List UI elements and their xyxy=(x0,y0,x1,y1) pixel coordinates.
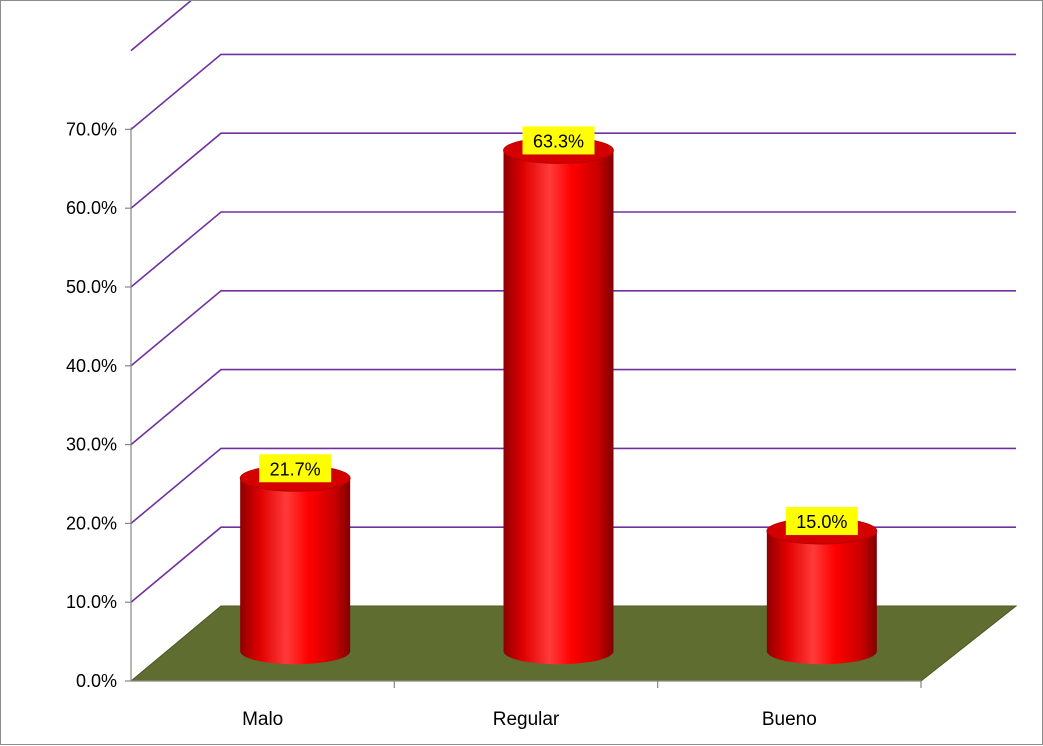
bar-bueno xyxy=(767,518,877,664)
bar-regular xyxy=(504,137,614,664)
bar-body xyxy=(240,478,350,664)
bar-malo xyxy=(240,465,350,664)
gridline xyxy=(131,1,1016,51)
y-tick-label: 60.0% xyxy=(66,198,117,218)
x-category-label: Bueno xyxy=(762,709,817,730)
y-tick-label: 40.0% xyxy=(66,356,117,376)
y-tick-label: 0.0% xyxy=(76,671,117,691)
y-tick-label: 30.0% xyxy=(66,435,117,455)
x-category-label: Regular xyxy=(493,709,560,730)
y-tick-label: 20.0% xyxy=(66,513,117,533)
data-label: 21.7% xyxy=(270,459,321,479)
y-tick-label: 70.0% xyxy=(66,119,117,139)
y-tick-label: 50.0% xyxy=(66,277,117,297)
bar-body xyxy=(767,531,877,664)
gridline xyxy=(131,54,1016,129)
data-label: 63.3% xyxy=(533,131,584,151)
x-category-label: Malo xyxy=(242,709,283,730)
data-label: 15.0% xyxy=(796,512,847,532)
bars-layer xyxy=(240,137,877,664)
bar-body xyxy=(504,150,614,664)
y-tick-label: 10.0% xyxy=(66,592,117,612)
